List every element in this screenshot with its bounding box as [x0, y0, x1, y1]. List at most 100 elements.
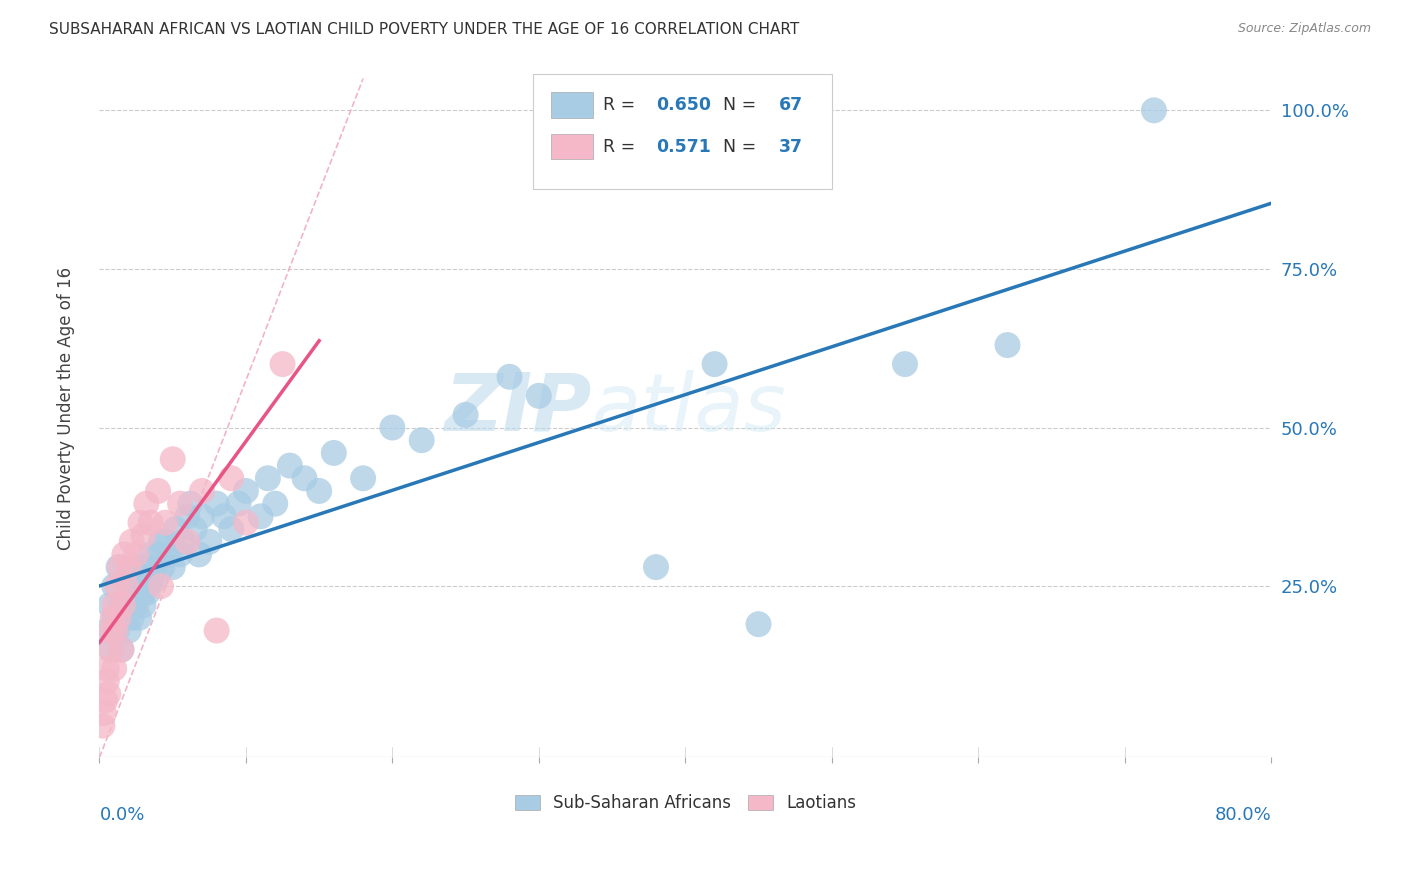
Point: [205, 497, 228, 511]
Point: [128, 611, 150, 625]
Point: [91, 719, 114, 733]
Point: [115, 579, 138, 593]
Point: [191, 509, 214, 524]
Point: [129, 516, 152, 530]
Text: atlas: atlas: [592, 369, 786, 448]
Point: [110, 598, 132, 612]
Point: [150, 579, 173, 593]
Point: [155, 534, 177, 549]
Point: [205, 624, 228, 638]
Point: [176, 509, 198, 524]
Point: [162, 452, 184, 467]
Point: [103, 662, 125, 676]
Point: [121, 534, 143, 549]
Point: [139, 573, 162, 587]
Point: [96, 624, 118, 638]
Point: [352, 471, 374, 485]
Point: [264, 497, 287, 511]
Point: [198, 534, 221, 549]
Text: 0.571: 0.571: [657, 138, 711, 156]
Point: [132, 598, 155, 612]
Point: [235, 516, 257, 530]
Point: [139, 516, 162, 530]
Point: [121, 611, 143, 625]
Text: R =: R =: [603, 96, 641, 114]
Point: [179, 497, 201, 511]
Point: [176, 534, 198, 549]
Point: [1143, 103, 1166, 118]
Text: ZIP: ZIP: [444, 369, 592, 448]
Point: [150, 534, 173, 549]
Point: [120, 573, 142, 587]
Point: [122, 585, 145, 599]
Text: 80.0%: 80.0%: [1215, 806, 1271, 824]
Point: [146, 548, 169, 562]
Point: [132, 585, 155, 599]
Text: 0.650: 0.650: [657, 96, 711, 114]
Point: [118, 560, 141, 574]
Point: [294, 471, 316, 485]
FancyBboxPatch shape: [533, 73, 832, 189]
Point: [159, 548, 181, 562]
Point: [308, 483, 330, 498]
Point: [125, 548, 148, 562]
Text: N =: N =: [713, 138, 762, 156]
Point: [135, 560, 157, 574]
Point: [96, 662, 118, 676]
Point: [162, 560, 184, 574]
Point: [105, 624, 128, 638]
Point: [411, 434, 433, 448]
Text: R =: R =: [603, 138, 647, 156]
Point: [112, 548, 135, 562]
Point: [107, 560, 129, 574]
Point: [112, 611, 135, 625]
Point: [155, 516, 177, 530]
Point: [94, 693, 117, 707]
Point: [104, 624, 127, 638]
Point: [249, 509, 271, 524]
Point: [142, 560, 165, 574]
Legend: Sub-Saharan Africans, Laotians: Sub-Saharan Africans, Laotians: [508, 788, 863, 819]
Point: [235, 483, 257, 498]
Point: [125, 560, 148, 574]
Point: [111, 598, 134, 612]
Point: [169, 548, 191, 562]
Point: [703, 357, 725, 371]
Point: [108, 560, 131, 574]
Point: [98, 598, 121, 612]
Point: [103, 611, 125, 625]
Point: [115, 573, 138, 587]
Text: 37: 37: [779, 138, 803, 156]
Point: [212, 509, 235, 524]
Text: 0.0%: 0.0%: [100, 806, 145, 824]
Y-axis label: Child Poverty Under the Age of 16: Child Poverty Under the Age of 16: [58, 267, 75, 550]
Point: [454, 408, 477, 422]
Point: [322, 446, 344, 460]
Point: [97, 687, 120, 701]
Point: [107, 611, 129, 625]
Text: Source: ZipAtlas.com: Source: ZipAtlas.com: [1237, 22, 1371, 36]
Point: [894, 357, 917, 371]
Point: [172, 534, 194, 549]
Point: [228, 497, 250, 511]
Point: [191, 483, 214, 498]
Point: [93, 706, 115, 720]
Point: [100, 624, 122, 638]
Point: [100, 642, 122, 657]
Point: [139, 548, 162, 562]
Point: [98, 642, 121, 657]
Point: [118, 624, 141, 638]
Point: [103, 579, 125, 593]
Point: [125, 598, 148, 612]
Point: [132, 528, 155, 542]
Point: [381, 420, 404, 434]
Point: [152, 560, 174, 574]
Point: [278, 458, 301, 473]
Point: [135, 497, 157, 511]
Point: [103, 598, 125, 612]
Point: [183, 522, 205, 536]
Point: [221, 522, 243, 536]
Text: 67: 67: [779, 96, 803, 114]
Text: SUBSAHARAN AFRICAN VS LAOTIAN CHILD POVERTY UNDER THE AGE OF 16 CORRELATION CHAR: SUBSAHARAN AFRICAN VS LAOTIAN CHILD POVE…: [49, 22, 800, 37]
Point: [221, 471, 243, 485]
